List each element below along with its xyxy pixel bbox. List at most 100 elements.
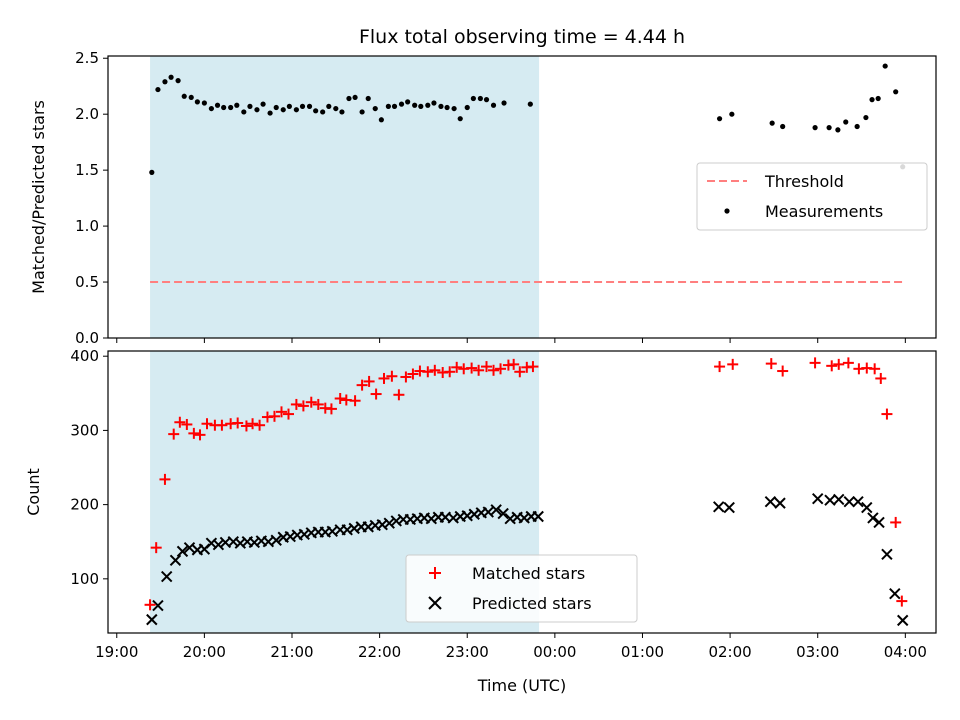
ytick-label: 2.0 [75,105,99,123]
matched-star-marker [268,410,280,422]
bottom-legend-matched-label: Matched stars [472,564,585,583]
matched-star-marker [378,372,390,384]
predicted-star-marker [889,587,901,600]
top-legend-box [696,162,928,231]
matched-star-marker [727,358,739,370]
matched-star-marker [297,400,309,412]
ytick-label: 2.5 [75,49,99,67]
measurement-point [267,110,273,116]
predicted-star-marker [490,504,502,516]
predicted-star-marker [383,517,395,529]
measurement-point [214,102,221,108]
measurement-point [333,105,339,112]
predicted-star-marker [169,554,182,566]
measurement-point [385,103,391,109]
bottom-panel-frame [107,350,937,634]
matched-star-marker [488,364,500,376]
chart-title: Flux total observing time = 4.44 h [359,26,685,48]
top-legend-measurements-label: Measurements [765,202,883,221]
measurement-point [412,102,418,108]
predicted-star-marker [270,534,282,546]
matched-star-marker [466,362,478,374]
xtick-label: 21:00 [270,643,313,661]
matched-star-marker [150,542,162,554]
predicted-star-marker [843,495,855,508]
ytick-label: 0.5 [75,273,99,291]
measurement-point [780,123,786,130]
measurement-point [299,103,306,109]
measurement-point [431,100,437,106]
matched-star-marker [444,366,456,378]
matched-star-marker [144,599,156,611]
matched-star-marker [451,361,463,373]
predicted-star-marker [712,501,725,513]
matched-star-marker [473,364,485,376]
predicted-star-marker [867,512,879,524]
measurement-point [194,99,200,105]
matched-star-marker [481,361,493,373]
matched-star-marker [527,361,539,373]
measurement-point [835,127,841,133]
matched-star-marker [312,398,324,410]
ytick-label: 1.0 [75,217,99,235]
measurement-point [716,116,723,122]
measurement-point [490,102,497,108]
top-panel: 0.0 0.5 1.0 1.5 2.0 2.5 Matched/Predicted sta… [29,49,937,347]
measurement-point [477,95,483,102]
measurement-point [247,103,253,109]
predicted-star-marker [183,541,196,554]
measurement-point [425,102,431,108]
bottom-legend-predicted-swatch [428,596,442,610]
matched-star-marker [174,416,186,428]
matched-star-marker [356,379,368,391]
bottom-panel-matched-layer [144,357,908,611]
measurement-point [457,116,463,122]
measurement-point [527,101,533,107]
bottom-legend-matched-swatch [429,567,441,579]
predicted-star-marker [812,492,824,505]
measurement-point [501,100,507,106]
xtick-label: 02:00 [708,643,751,661]
matched-star-marker [290,398,302,410]
predicted-star-marker [833,493,845,506]
measurement-point [378,117,384,123]
predicted-star-marker [764,495,777,508]
ytick-label: 300 [70,421,99,439]
ytick-label: 400 [70,347,99,365]
measurement-point [339,109,345,115]
top-panel-ticks: 0.0 0.5 1.0 1.5 2.0 2.5 [75,49,906,347]
measurement-point [729,111,735,117]
matched-star-marker [201,418,213,430]
measurement-point [352,94,358,101]
predicted-star-marker [774,497,786,509]
bottom-legend-box [405,554,638,623]
predicted-star-marker [176,545,189,558]
measurement-point [464,104,470,111]
ytick-label: 100 [70,570,99,588]
measurement-point [286,103,292,109]
measurement-point [875,95,881,102]
measurement-point [221,104,227,111]
top-panel-frame [107,55,937,339]
top-legend: Threshold Measurements [696,162,928,231]
measurement-point [326,103,332,109]
matched-star-marker [842,357,854,369]
measurement-point [260,101,266,107]
matched-star-marker [181,418,193,430]
matched-star-marker [194,429,206,441]
matched-star-marker [370,388,382,400]
measurement-point [228,104,234,111]
measurement-point [254,107,260,113]
measurement-point [405,99,411,105]
matched-star-marker [890,516,902,528]
predicted-star-marker [723,501,735,514]
matched-star-marker [349,395,361,407]
ytick-label: 0.0 [75,329,99,347]
predicted-star-marker [861,501,873,514]
top-panel-ylabel: Matched/Predicted stars [29,100,48,294]
matched-star-marker [514,366,526,378]
top-panel-shade [150,56,540,338]
measurement-point [359,109,365,115]
measurement-point [175,78,181,84]
